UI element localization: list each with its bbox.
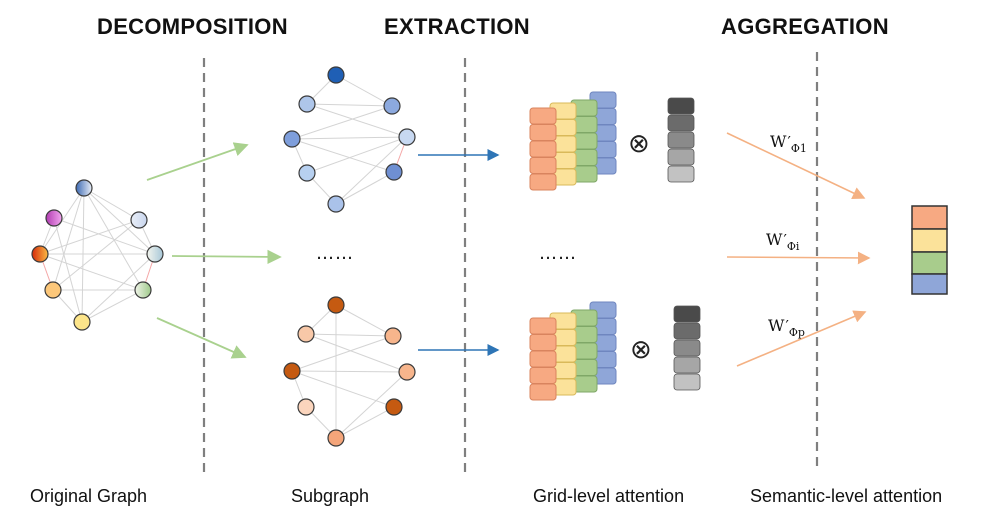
attention-cell [673, 339, 701, 357]
arrow-phi-p [736, 310, 867, 367]
phase-title-aggregation: AGGREGATION [721, 14, 889, 39]
phase-title-decomposition: DECOMPOSITION [97, 14, 288, 39]
extraction-arrows [418, 149, 500, 356]
grid-cell [529, 383, 557, 401]
subgraph-orange [283, 296, 416, 447]
subgraph-node [398, 363, 416, 381]
output-cell-blue [911, 273, 948, 295]
grid-ellipsis: …… [539, 243, 577, 264]
subgraph-node [283, 362, 301, 380]
grid-cell [529, 157, 557, 174]
semantic-output-vector [911, 205, 948, 295]
subgraph-node [327, 66, 345, 84]
subgraph-node [327, 296, 345, 314]
caption-grid-attention: Grid-level attention [533, 486, 685, 506]
grid-cell [529, 124, 557, 141]
attention-cell [667, 114, 695, 132]
grid-attention-stack-1 [529, 91, 617, 191]
subgraph-node [327, 429, 345, 447]
output-cell-yellow [911, 228, 948, 253]
grid-card-column [570, 309, 598, 393]
graph-node [45, 209, 63, 227]
weight-label-phi-p: W′Φp [768, 316, 805, 339]
subgraph-node [297, 398, 315, 416]
grid-card-column [529, 107, 557, 191]
caption-subgraph: Subgraph [291, 486, 370, 506]
subgraph-ellipsis: …… [316, 243, 354, 264]
graph-node [134, 281, 152, 299]
graph-node [130, 211, 148, 229]
grid-card-column [529, 317, 557, 401]
subgraph-node [384, 327, 402, 345]
arrow-phi-i [726, 251, 871, 265]
graph-node [73, 313, 91, 331]
grid-cell [529, 107, 557, 125]
attention-cell [673, 356, 701, 374]
arrow-to-subgraph-1 [146, 142, 249, 181]
grid-attention-stack-p [529, 301, 617, 401]
subgraph-node [298, 164, 316, 182]
attention-cell [667, 97, 695, 115]
subgraph-node [283, 130, 301, 148]
grid-cell [529, 173, 557, 191]
attention-cell [673, 322, 701, 340]
caption-semantic-attention: Semantic-level attention [750, 486, 943, 506]
subgraph-blue [283, 66, 416, 213]
caption-original-graph: Original Graph [30, 486, 148, 506]
attention-cell [673, 373, 701, 391]
decomposition-arrows [146, 142, 282, 359]
subgraph-node [398, 128, 416, 146]
attention-cell [667, 131, 695, 149]
subgraph-node [385, 163, 403, 181]
output-cell-green [911, 251, 948, 275]
arrow-to-subgraph-p [156, 317, 247, 359]
attention-cell [667, 148, 695, 166]
grid-cell [529, 367, 557, 384]
multiply-operator-p: ⊗ [630, 335, 652, 365]
arrow-to-subgraph-i [171, 249, 282, 265]
arrow-phi-1 [726, 132, 866, 199]
multiply-operator-1: ⊗ [628, 129, 650, 159]
grid-cell [529, 317, 557, 335]
phase-title-extraction: EXTRACTION [384, 14, 530, 39]
weight-label-phi-i: W′Φi [766, 230, 800, 253]
attention-vector-1 [667, 97, 695, 183]
attention-cell [673, 305, 701, 323]
graph-node [75, 179, 93, 197]
subgraph-node [297, 325, 315, 343]
weight-label-phi-1: W′Φ1 [770, 132, 807, 155]
grid-cell [529, 350, 557, 368]
subgraph-node [327, 195, 345, 213]
graph-node [31, 245, 49, 263]
subgraph-node [298, 95, 316, 113]
attention-vector-p [673, 305, 701, 391]
graph-node [146, 245, 164, 263]
grid-cell [529, 140, 557, 158]
attention-cell [667, 165, 695, 183]
subgraph-node [385, 398, 403, 416]
graph-node [44, 281, 62, 299]
subgraph-node [383, 97, 401, 115]
phase-dividers [202, 52, 819, 474]
grid-cell [529, 334, 557, 351]
grid-card-column [570, 99, 598, 183]
original-graph [31, 179, 164, 331]
aggregation-arrows [726, 132, 871, 367]
output-cell-orange [911, 205, 948, 230]
